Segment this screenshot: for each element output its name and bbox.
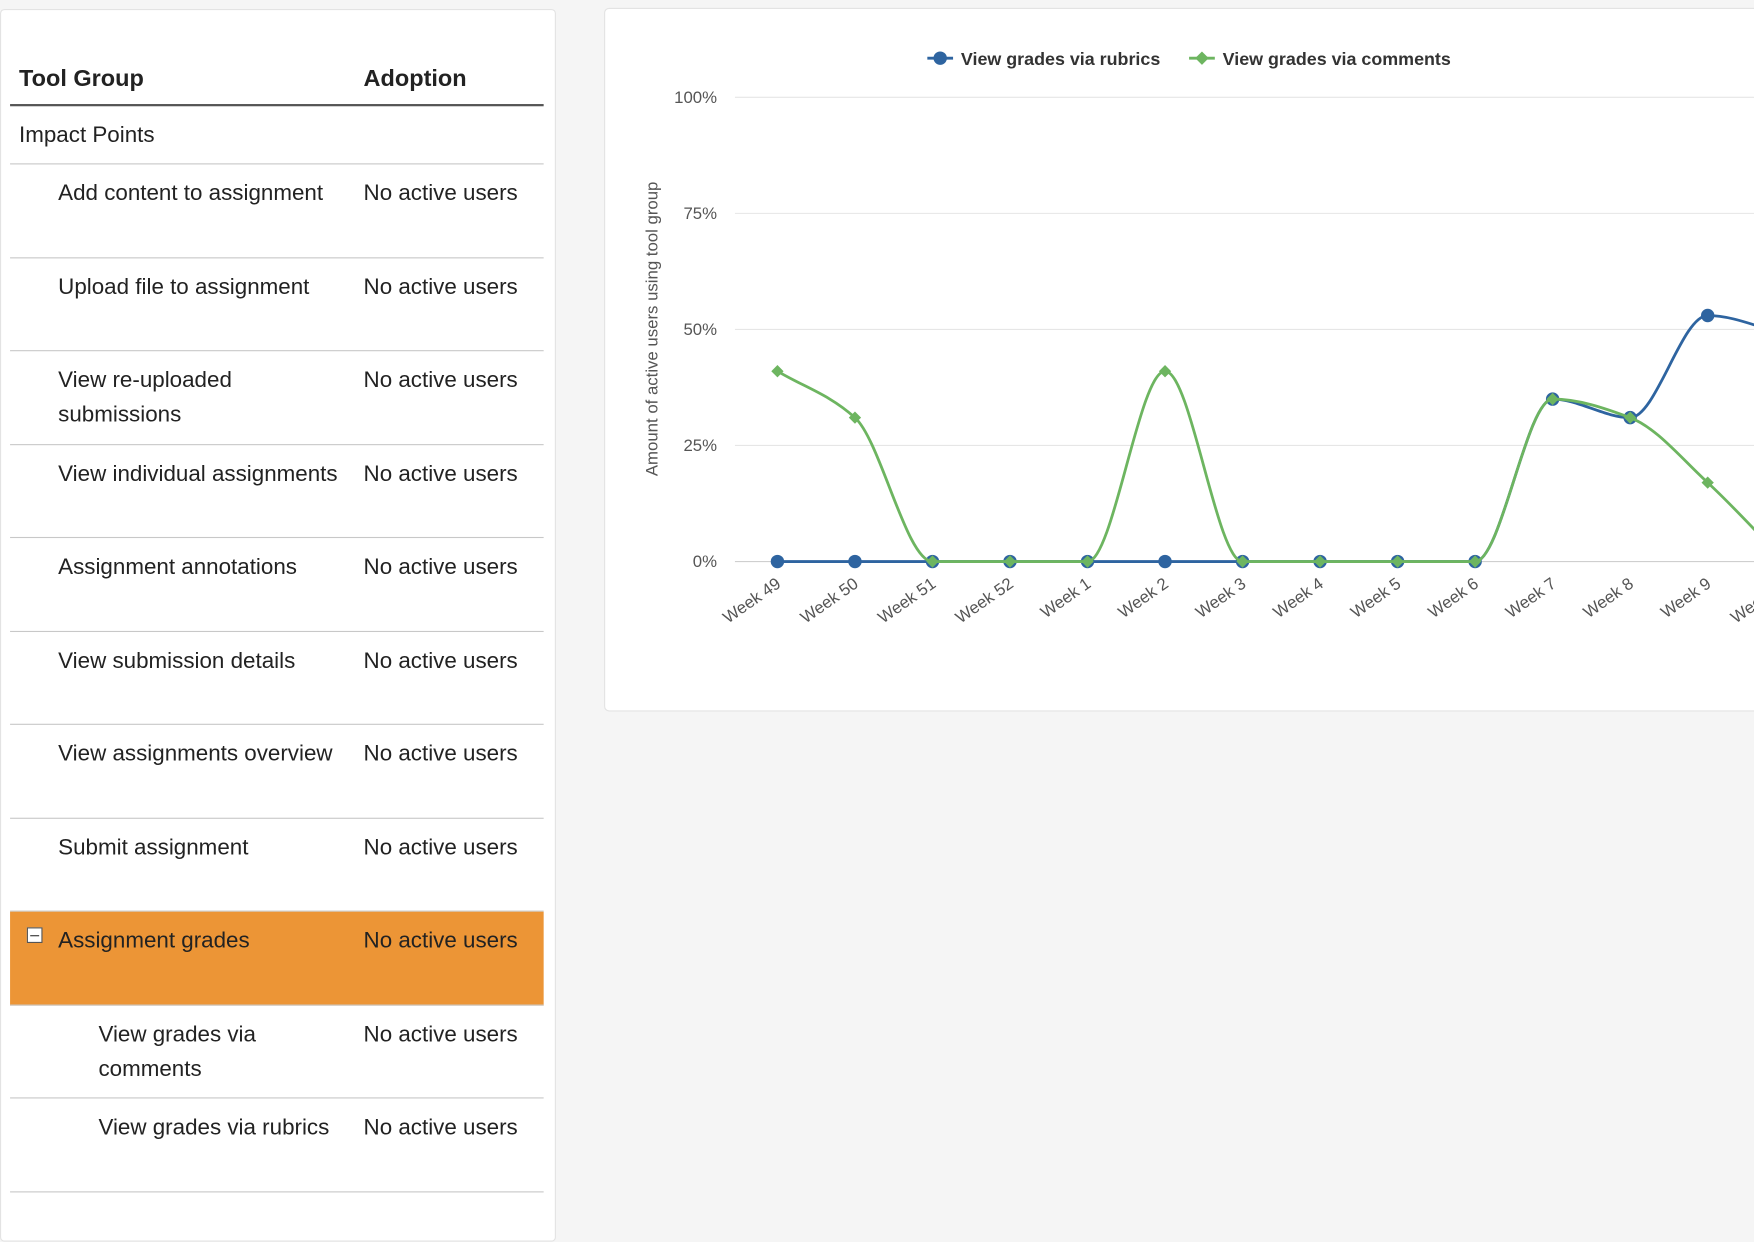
adoption-cell: No active users bbox=[363, 181, 518, 206]
adoption-cell: No active users bbox=[363, 368, 518, 393]
adoption-cell: No active users bbox=[363, 835, 518, 860]
tool-group-cell: View grades via rubrics bbox=[98, 1115, 330, 1140]
adoption-cell: No active users bbox=[363, 648, 518, 673]
tool-group-cell: Assignment grades bbox=[58, 928, 250, 954]
tool-group-cell: Submit assignment bbox=[58, 835, 249, 860]
data-point bbox=[1701, 476, 1714, 489]
data-point bbox=[848, 554, 862, 569]
tool-group-cell: Upload file to assignment bbox=[58, 274, 310, 300]
chart-card bbox=[604, 7, 1754, 712]
adoption-cell: No active users bbox=[363, 274, 518, 300]
y-tick-label: 100% bbox=[674, 88, 717, 107]
table-row: View re-uploaded submissions No active us… bbox=[10, 351, 544, 445]
tool-group-cell: View grades via comments bbox=[98, 1021, 256, 1082]
legend-marker bbox=[933, 51, 947, 65]
legend-label: View grades via rubrics bbox=[961, 49, 1160, 69]
tool-group-cell: View individual assignments bbox=[58, 461, 338, 487]
data-point bbox=[1003, 555, 1017, 568]
table-body: Impact Points Add content to assignment No… bbox=[10, 106, 544, 1192]
y-tick-label: 25% bbox=[683, 436, 717, 455]
table-row: View submission details No active users bbox=[10, 631, 544, 725]
column-header: Adoption bbox=[363, 65, 467, 92]
adoption-cell: No active users bbox=[363, 461, 518, 487]
legend-label: View grades via comments bbox=[1223, 49, 1451, 69]
table-row: Upload file to assignment No active users bbox=[10, 258, 544, 352]
data-point bbox=[1468, 555, 1482, 568]
adoption-cell: No active users bbox=[363, 554, 518, 580]
table-row: View grades via comments No active users bbox=[10, 1005, 544, 1099]
table-row: Assignment grades No active users bbox=[10, 911, 544, 1006]
adoption-table: Tool Group Adoption Impact Points Add con… bbox=[10, 66, 544, 1192]
tool-group-cell: View re-uploaded submissions bbox=[58, 368, 232, 428]
y-tick-label: 0% bbox=[693, 552, 717, 571]
tool-group-cell: Add content to assignment bbox=[58, 181, 324, 206]
table-row: Add content to assignment No active users bbox=[10, 164, 544, 258]
collapse-toggle[interactable] bbox=[26, 927, 43, 943]
tool-group-cell: View assignments overview bbox=[58, 741, 333, 767]
chart: Amount of active users using tool group … bbox=[604, 7, 1754, 712]
table-row: View individual assignments No active use… bbox=[10, 445, 544, 539]
y-axis-label: Amount of active users using tool group bbox=[643, 182, 662, 477]
table-row: Submit assignment No active users bbox=[10, 818, 544, 912]
table-header: Tool Group Adoption bbox=[10, 65, 544, 107]
tool-group-cell: View submission details bbox=[58, 648, 296, 673]
adoption-cell: No active users bbox=[363, 1021, 518, 1047]
page: Tool Group Adoption Impact Points Add con… bbox=[0, 7, 1754, 1242]
screen: Tool Group Adoption Impact Points Add con… bbox=[0, 7, 1754, 1242]
y-tick-label: 75% bbox=[683, 204, 717, 223]
table-row: Impact Points bbox=[10, 106, 544, 165]
data-point bbox=[770, 554, 785, 569]
adoption-cell: No active users bbox=[363, 928, 518, 954]
data-point bbox=[1700, 308, 1715, 323]
table-row: Assignment annotations No active users bbox=[10, 538, 544, 632]
table-row: View assignments overview No active users bbox=[10, 725, 544, 819]
table-panel: Tool Group Adoption Impact Points Add con… bbox=[0, 8, 556, 1242]
tool-group-cell: Impact Points bbox=[19, 123, 155, 148]
y-tick-label: 50% bbox=[683, 320, 717, 339]
adoption-cell: No active users bbox=[363, 1115, 518, 1140]
adoption-cell: No active users bbox=[363, 741, 518, 767]
tool-group-cell: Assignment annotations bbox=[58, 554, 297, 580]
column-header: Tool Group bbox=[19, 65, 144, 92]
data-point bbox=[1391, 555, 1404, 568]
data-point bbox=[1158, 554, 1172, 569]
